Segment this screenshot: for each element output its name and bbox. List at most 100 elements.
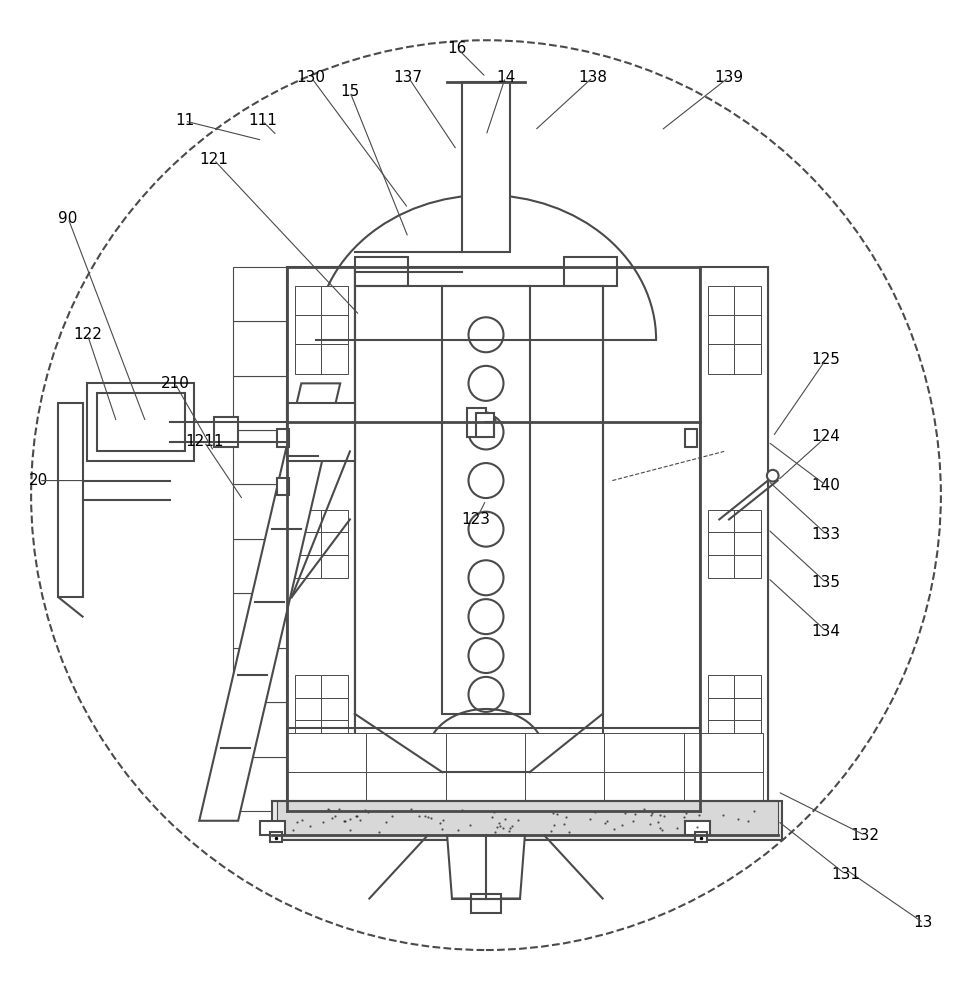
- Text: 20: 20: [29, 473, 49, 488]
- Bar: [708, 286, 735, 315]
- Bar: [467, 408, 486, 437]
- Bar: [295, 315, 321, 344]
- Bar: [277, 429, 289, 447]
- Bar: [295, 555, 321, 578]
- Bar: [287, 733, 366, 772]
- Bar: [321, 555, 348, 578]
- Bar: [700, 267, 768, 811]
- Bar: [708, 510, 735, 532]
- Bar: [735, 315, 761, 344]
- Bar: [735, 286, 761, 315]
- Bar: [321, 532, 348, 555]
- Bar: [708, 315, 735, 344]
- Circle shape: [469, 414, 503, 449]
- Circle shape: [469, 366, 503, 401]
- Text: 130: 130: [296, 70, 326, 85]
- Bar: [233, 702, 287, 757]
- Text: 132: 132: [850, 828, 880, 843]
- Bar: [735, 698, 761, 720]
- Text: 13: 13: [914, 915, 933, 930]
- Bar: [355, 257, 408, 286]
- Circle shape: [469, 317, 503, 352]
- Bar: [295, 286, 321, 315]
- Polygon shape: [447, 835, 525, 899]
- Bar: [685, 821, 710, 835]
- Circle shape: [469, 463, 503, 498]
- Bar: [260, 821, 285, 835]
- Bar: [564, 257, 617, 286]
- Bar: [708, 555, 735, 578]
- Bar: [708, 675, 735, 698]
- Bar: [295, 698, 321, 720]
- Bar: [708, 532, 735, 555]
- Bar: [295, 675, 321, 698]
- Bar: [295, 532, 321, 555]
- Bar: [714, 593, 768, 648]
- Bar: [295, 510, 321, 532]
- Bar: [321, 344, 348, 374]
- Polygon shape: [199, 383, 340, 821]
- Bar: [714, 539, 768, 593]
- Bar: [708, 698, 735, 720]
- Bar: [295, 720, 321, 743]
- Circle shape: [767, 470, 779, 482]
- Circle shape: [469, 677, 503, 712]
- Circle shape: [469, 638, 503, 673]
- Bar: [272, 801, 782, 840]
- Bar: [445, 772, 525, 811]
- Bar: [97, 393, 185, 451]
- Text: 14: 14: [496, 70, 515, 85]
- Text: 139: 139: [714, 70, 744, 85]
- Text: 137: 137: [394, 70, 423, 85]
- Bar: [735, 675, 761, 698]
- Bar: [525, 772, 605, 811]
- Bar: [233, 484, 287, 539]
- Bar: [735, 510, 761, 532]
- Bar: [366, 733, 445, 772]
- Text: 111: 111: [248, 113, 277, 128]
- Text: 210: 210: [160, 376, 190, 391]
- Bar: [714, 430, 768, 484]
- Bar: [714, 321, 768, 376]
- Bar: [87, 383, 194, 461]
- Text: 124: 124: [812, 429, 841, 444]
- Bar: [287, 267, 355, 811]
- Bar: [476, 413, 494, 437]
- Text: 131: 131: [831, 867, 860, 882]
- Bar: [605, 772, 683, 811]
- Bar: [233, 648, 287, 702]
- Bar: [735, 555, 761, 578]
- Bar: [462, 82, 510, 252]
- Bar: [321, 286, 348, 315]
- Circle shape: [469, 512, 503, 547]
- Bar: [321, 720, 348, 743]
- Bar: [277, 478, 289, 495]
- Text: 140: 140: [812, 478, 841, 493]
- Bar: [708, 720, 735, 743]
- Text: 15: 15: [340, 84, 360, 99]
- Circle shape: [31, 40, 941, 950]
- Bar: [695, 832, 707, 842]
- Bar: [355, 267, 603, 811]
- Bar: [233, 539, 287, 593]
- Text: 16: 16: [447, 41, 467, 56]
- Bar: [321, 675, 348, 698]
- Circle shape: [469, 560, 503, 595]
- Bar: [735, 344, 761, 374]
- Bar: [233, 376, 287, 430]
- Bar: [270, 832, 282, 842]
- Bar: [295, 344, 321, 374]
- Bar: [714, 702, 768, 757]
- Bar: [321, 315, 348, 344]
- Bar: [708, 344, 735, 374]
- Bar: [233, 267, 287, 321]
- Bar: [714, 267, 768, 321]
- Bar: [321, 510, 348, 532]
- Polygon shape: [287, 403, 355, 461]
- Bar: [321, 698, 348, 720]
- Bar: [683, 733, 763, 772]
- Bar: [605, 733, 683, 772]
- Text: 123: 123: [462, 512, 491, 527]
- Text: 133: 133: [812, 527, 841, 542]
- Text: 138: 138: [578, 70, 608, 85]
